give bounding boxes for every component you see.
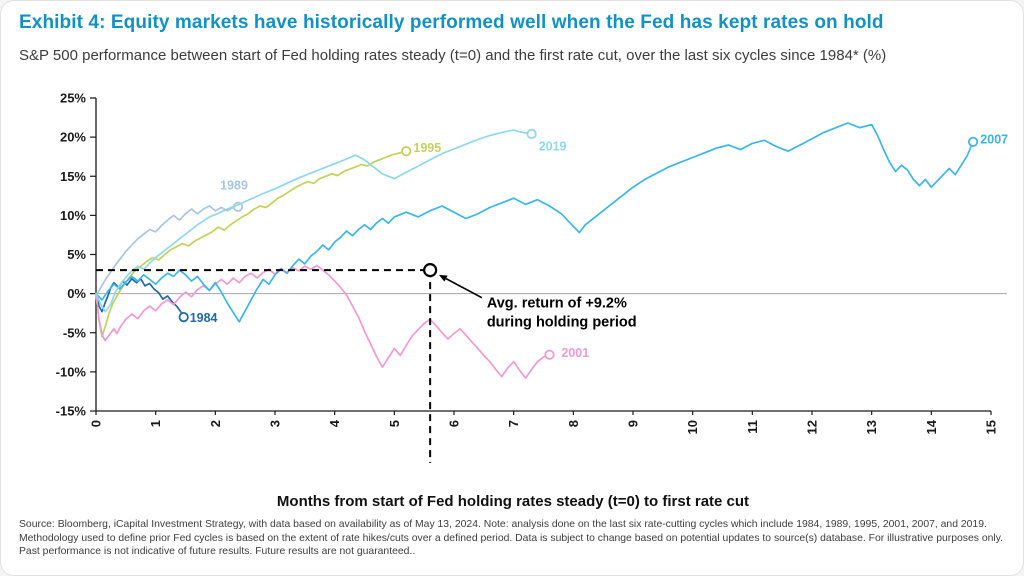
series-line-1984 <box>95 277 185 318</box>
annotation-arrow-line <box>445 277 483 299</box>
x-tick-label: 15 <box>984 420 999 434</box>
annotation-arrowhead <box>438 274 448 282</box>
y-tick-label: -5% <box>63 325 87 340</box>
series-line-2019 <box>95 129 533 313</box>
series-year-label-1995: 1995 <box>413 141 441 155</box>
series-line-1995 <box>95 150 408 338</box>
series-endpoint-marker-2019 <box>526 128 537 140</box>
series-line-1989 <box>95 205 239 297</box>
chart-title: Exhibit 4: Equity markets have historica… <box>19 12 884 33</box>
x-tick-label: 2 <box>208 420 223 427</box>
series-year-label-1984: 1984 <box>190 311 218 325</box>
x-tick-label: 8 <box>566 420 581 427</box>
annotation-text-line-1: Avg. return of +9.2% <box>487 296 627 312</box>
y-tick-label: 10% <box>60 208 86 223</box>
line-chart: 25%20%15%10%5%0%-5%-10%-15%0 1 2 3 4 5 6 7 8 9 10 1… <box>56 91 1008 463</box>
x-axis-title: Months from start of Fed holding rates s… <box>276 493 750 510</box>
x-tick-label: 13 <box>864 420 879 434</box>
series-endpoint-marker-1984 <box>178 312 189 323</box>
y-tick-label: -15% <box>56 404 87 419</box>
y-tick-label: 25% <box>60 91 86 106</box>
x-tick-label: 3 <box>268 420 283 427</box>
source-note: Source: Bloomberg, iCapital Investment S… <box>19 519 1004 558</box>
x-tick-label: 0 <box>89 420 104 427</box>
x-tick-label: 10 <box>685 420 700 434</box>
x-tick-label: 11 <box>745 420 760 434</box>
y-tick-label: -10% <box>56 364 87 379</box>
y-tick-label: 5% <box>67 247 86 262</box>
annotation-text-line-2: during holding period <box>487 315 637 331</box>
series-year-label-1989: 1989 <box>220 179 248 193</box>
avg-return-marker <box>423 263 438 278</box>
series-year-label-2019: 2019 <box>539 139 567 153</box>
x-tick-label: 7 <box>506 420 521 427</box>
series-endpoint-marker-2001 <box>544 349 555 360</box>
series-line-2007 <box>95 122 974 323</box>
y-tick-label: 20% <box>60 130 86 145</box>
x-tick-label: 4 <box>327 419 342 427</box>
series-endpoint-marker-1995 <box>401 146 412 157</box>
chart-subtitle: S&P 500 performance between start of Fed… <box>19 47 887 64</box>
x-tick-label: 14 <box>924 419 939 434</box>
x-tick-label: 12 <box>805 420 820 434</box>
series-year-label-2007: 2007 <box>980 132 1008 146</box>
series-year-label-2001: 2001 <box>561 346 589 360</box>
x-tick-label: 5 <box>387 420 402 427</box>
series-line-2001 <box>95 264 551 379</box>
x-tick-label: 1 <box>148 420 163 427</box>
y-tick-label: 15% <box>60 169 86 184</box>
x-tick-label: 6 <box>447 420 462 427</box>
x-tick-label: 9 <box>626 420 641 427</box>
y-tick-label: 0% <box>67 286 86 301</box>
series-endpoint-marker-2007 <box>967 136 979 147</box>
